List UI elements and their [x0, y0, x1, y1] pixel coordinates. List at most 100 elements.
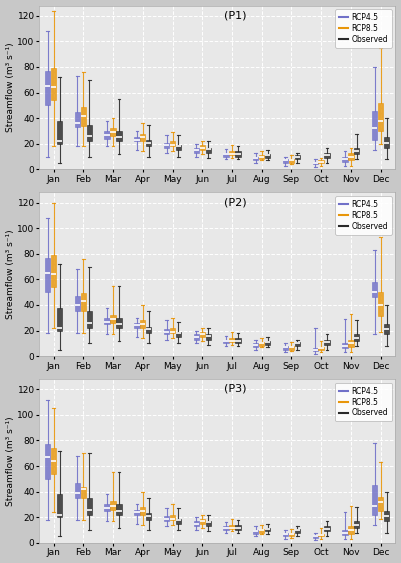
PathPatch shape: [164, 329, 169, 334]
PathPatch shape: [87, 498, 92, 515]
PathPatch shape: [253, 343, 258, 347]
PathPatch shape: [200, 145, 205, 150]
PathPatch shape: [116, 318, 122, 328]
PathPatch shape: [342, 530, 348, 535]
PathPatch shape: [295, 155, 300, 159]
PathPatch shape: [200, 519, 205, 524]
PathPatch shape: [354, 334, 359, 341]
PathPatch shape: [229, 338, 235, 342]
PathPatch shape: [235, 338, 241, 343]
Text: (P2): (P2): [224, 197, 246, 207]
PathPatch shape: [235, 151, 241, 157]
PathPatch shape: [378, 497, 383, 511]
PathPatch shape: [372, 485, 377, 515]
PathPatch shape: [289, 159, 294, 163]
PathPatch shape: [57, 121, 62, 144]
PathPatch shape: [104, 318, 110, 324]
PathPatch shape: [265, 154, 270, 158]
PathPatch shape: [265, 528, 270, 531]
PathPatch shape: [324, 526, 330, 531]
PathPatch shape: [283, 346, 288, 350]
PathPatch shape: [57, 307, 62, 330]
PathPatch shape: [81, 293, 86, 311]
PathPatch shape: [164, 142, 169, 148]
PathPatch shape: [253, 530, 258, 534]
Y-axis label: Streamflow (m³ s⁻¹): Streamflow (m³ s⁻¹): [6, 43, 14, 132]
PathPatch shape: [289, 533, 294, 537]
PathPatch shape: [194, 334, 199, 339]
PathPatch shape: [229, 525, 235, 529]
PathPatch shape: [134, 323, 140, 328]
PathPatch shape: [378, 292, 383, 316]
PathPatch shape: [283, 533, 288, 537]
PathPatch shape: [110, 501, 116, 510]
PathPatch shape: [104, 131, 110, 138]
PathPatch shape: [45, 71, 51, 105]
PathPatch shape: [146, 513, 152, 520]
PathPatch shape: [324, 153, 330, 158]
PathPatch shape: [348, 339, 354, 347]
PathPatch shape: [134, 137, 140, 141]
PathPatch shape: [51, 68, 56, 100]
PathPatch shape: [116, 504, 122, 515]
PathPatch shape: [81, 486, 86, 498]
PathPatch shape: [140, 320, 146, 328]
PathPatch shape: [194, 521, 199, 526]
PathPatch shape: [87, 124, 92, 141]
PathPatch shape: [110, 315, 116, 323]
PathPatch shape: [283, 159, 288, 163]
PathPatch shape: [289, 346, 294, 350]
PathPatch shape: [87, 311, 92, 328]
PathPatch shape: [170, 141, 175, 146]
Text: (P3): (P3): [224, 384, 246, 394]
PathPatch shape: [51, 448, 56, 473]
PathPatch shape: [223, 526, 229, 530]
PathPatch shape: [176, 145, 181, 150]
Legend: RCP4.5, RCP8.5, Observed: RCP4.5, RCP8.5, Observed: [335, 383, 392, 421]
PathPatch shape: [116, 131, 122, 141]
PathPatch shape: [259, 342, 264, 346]
PathPatch shape: [134, 510, 140, 515]
PathPatch shape: [318, 534, 324, 537]
Y-axis label: Streamflow (m³ s⁻¹): Streamflow (m³ s⁻¹): [6, 229, 14, 319]
PathPatch shape: [205, 521, 211, 526]
PathPatch shape: [312, 348, 318, 351]
PathPatch shape: [223, 339, 229, 343]
PathPatch shape: [312, 162, 318, 164]
PathPatch shape: [205, 334, 211, 339]
PathPatch shape: [81, 106, 86, 126]
PathPatch shape: [140, 507, 146, 515]
Legend: RCP4.5, RCP8.5, Observed: RCP4.5, RCP8.5, Observed: [335, 196, 392, 235]
PathPatch shape: [75, 482, 80, 498]
PathPatch shape: [318, 160, 324, 163]
PathPatch shape: [110, 128, 116, 136]
PathPatch shape: [75, 112, 80, 127]
PathPatch shape: [348, 526, 354, 534]
PathPatch shape: [342, 157, 348, 162]
PathPatch shape: [146, 327, 152, 333]
PathPatch shape: [295, 342, 300, 346]
PathPatch shape: [295, 529, 300, 533]
PathPatch shape: [45, 444, 51, 479]
PathPatch shape: [75, 296, 80, 311]
PathPatch shape: [170, 328, 175, 333]
PathPatch shape: [45, 258, 51, 292]
PathPatch shape: [348, 153, 354, 160]
Y-axis label: Streamflow (m³ s⁻¹): Streamflow (m³ s⁻¹): [6, 416, 14, 506]
PathPatch shape: [104, 504, 110, 511]
PathPatch shape: [354, 521, 359, 528]
PathPatch shape: [253, 157, 258, 160]
PathPatch shape: [384, 137, 389, 148]
PathPatch shape: [372, 110, 377, 140]
PathPatch shape: [354, 148, 359, 154]
PathPatch shape: [194, 148, 199, 153]
PathPatch shape: [324, 339, 330, 345]
PathPatch shape: [140, 133, 146, 141]
PathPatch shape: [378, 103, 383, 131]
PathPatch shape: [57, 494, 62, 517]
PathPatch shape: [265, 341, 270, 345]
PathPatch shape: [146, 140, 152, 146]
Legend: RCP4.5, RCP8.5, Observed: RCP4.5, RCP8.5, Observed: [335, 10, 392, 48]
PathPatch shape: [318, 347, 324, 350]
PathPatch shape: [51, 255, 56, 287]
